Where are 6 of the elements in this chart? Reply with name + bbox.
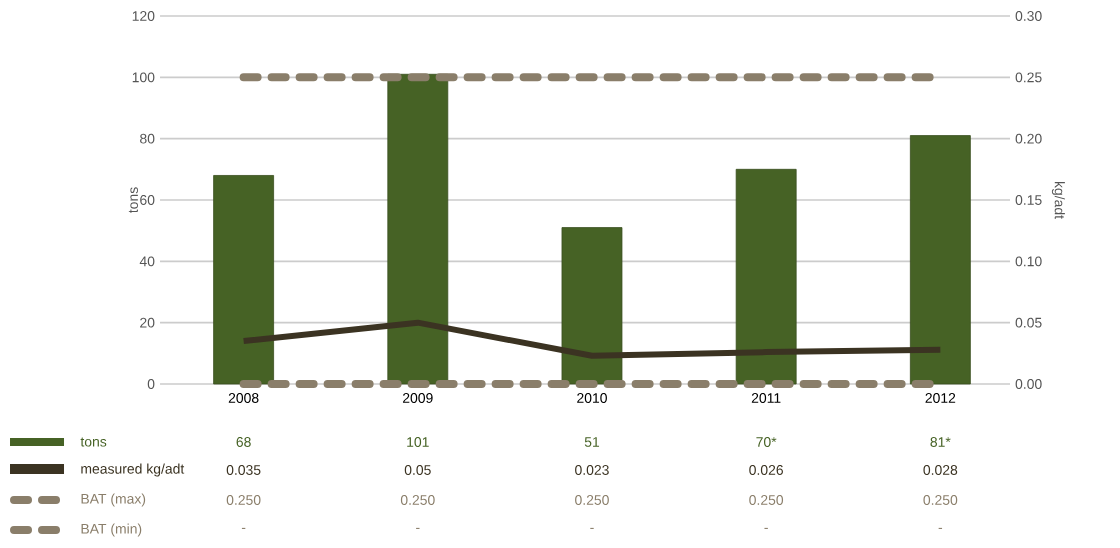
bar	[561, 227, 623, 385]
bar	[387, 73, 449, 385]
line-series	[240, 319, 944, 359]
bar	[213, 175, 275, 385]
bar	[909, 135, 971, 385]
bar	[735, 168, 797, 385]
